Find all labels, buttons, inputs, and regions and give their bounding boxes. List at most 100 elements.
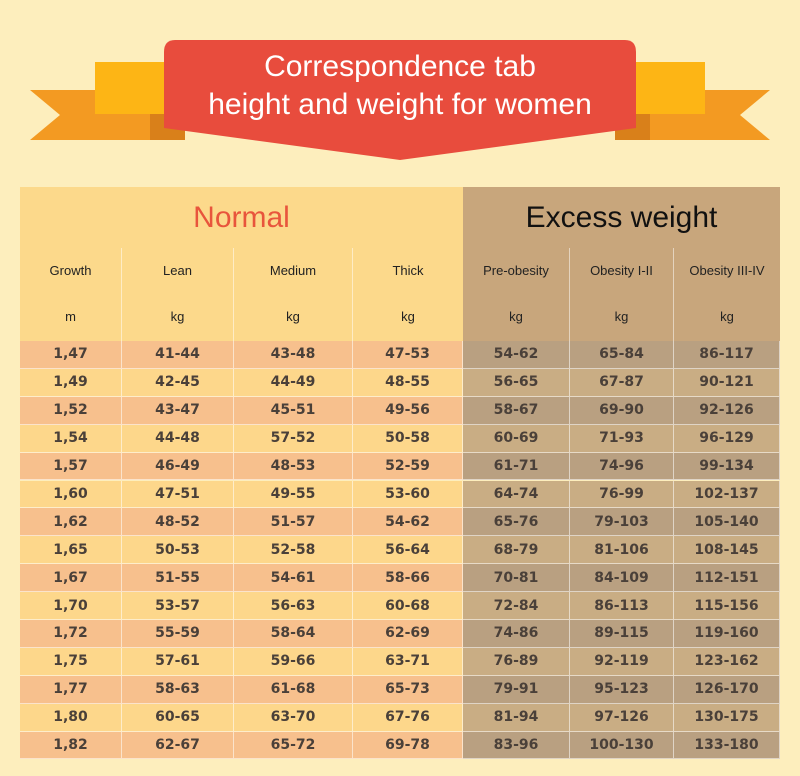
table-cell: 41-44	[122, 341, 234, 369]
table-cell: 1,82	[20, 731, 122, 760]
table-cell: 1,70	[20, 592, 122, 620]
column-unit: kg	[570, 292, 674, 341]
table-cell: 95-123	[570, 675, 674, 704]
table-cell: 58-66	[353, 564, 463, 593]
table-cell: 43-47	[122, 396, 234, 425]
table-cell: 58-63	[122, 675, 234, 704]
column-header: Obesity III-IV	[674, 248, 780, 292]
table-cell: 92-126	[674, 396, 780, 425]
table-cell: 69-90	[570, 396, 674, 425]
table-cell: 92-119	[570, 647, 674, 676]
table-cell: 56-64	[353, 536, 463, 565]
banner-shape	[164, 40, 636, 160]
table-cell: 1,57	[20, 452, 122, 481]
table-cell: 1,54	[20, 424, 122, 453]
table-cell: 44-48	[122, 424, 234, 453]
table-cell: 100-130	[570, 731, 674, 760]
table-cell: 62-69	[353, 620, 463, 648]
table-cell: 1,75	[20, 647, 122, 676]
table-cell: 55-59	[122, 620, 234, 648]
table-cell: 1,62	[20, 508, 122, 537]
title-line: height and weight for women	[208, 88, 592, 121]
table-cell: 133-180	[674, 731, 780, 760]
table-cell: 1,65	[20, 536, 122, 565]
table-cell: 65-73	[353, 675, 463, 704]
table-cell: 65-84	[570, 341, 674, 369]
table-cell: 97-126	[570, 703, 674, 732]
table-cell: 49-56	[353, 396, 463, 425]
table-cell: 119-160	[674, 620, 780, 648]
table-cell: 62-67	[122, 731, 234, 760]
table-cell: 54-62	[463, 341, 570, 369]
table-cell: 42-45	[122, 368, 234, 397]
title-line: Correspondence tab	[264, 50, 536, 83]
table-cell: 58-67	[463, 396, 570, 425]
table-cell: 67-87	[570, 368, 674, 397]
table-cell: 76-99	[570, 480, 674, 509]
table-cell: 74-96	[570, 452, 674, 481]
table-cell: 49-55	[234, 480, 353, 509]
group-header: Normal	[20, 187, 463, 248]
column-unit: kg	[234, 292, 353, 341]
table-cell: 52-58	[234, 536, 353, 565]
table-cell: 1,77	[20, 675, 122, 704]
table-cell: 51-57	[234, 508, 353, 537]
table-cell: 57-52	[234, 424, 353, 453]
table-cell: 115-156	[674, 592, 780, 620]
column-unit: kg	[122, 292, 234, 341]
table-cell: 45-51	[234, 396, 353, 425]
column-header: Pre-obesity	[463, 248, 570, 292]
table-cell: 86-113	[570, 592, 674, 620]
table-cell: 70-81	[463, 564, 570, 593]
table-cell: 67-76	[353, 703, 463, 732]
table-cell: 48-55	[353, 368, 463, 397]
table-cell: 52-59	[353, 452, 463, 481]
table-cell: 108-145	[674, 536, 780, 565]
table-cell: 65-72	[234, 731, 353, 760]
table-cell: 1,60	[20, 480, 122, 509]
table-cell: 96-129	[674, 424, 780, 453]
table-cell: 71-93	[570, 424, 674, 453]
column-header: Medium	[234, 248, 353, 292]
table-cell: 50-53	[122, 536, 234, 565]
table-cell: 61-71	[463, 452, 570, 481]
column-header: Lean	[122, 248, 234, 292]
table-cell: 47-53	[353, 341, 463, 369]
table-cell: 76-89	[463, 647, 570, 676]
table-cell: 83-96	[463, 731, 570, 760]
table-cell: 1,47	[20, 341, 122, 369]
table-cell: 105-140	[674, 508, 780, 537]
table-cell: 43-48	[234, 341, 353, 369]
table-cell: 1,49	[20, 368, 122, 397]
table-cell: 81-94	[463, 703, 570, 732]
banner: Correspondence tab height and weight for…	[30, 40, 770, 160]
table-cell: 69-78	[353, 731, 463, 760]
table-cell: 99-134	[674, 452, 780, 481]
table-cell: 56-63	[234, 592, 353, 620]
table-cell: 89-115	[570, 620, 674, 648]
column-header: Thick	[353, 248, 463, 292]
table-cell: 53-57	[122, 592, 234, 620]
table-cell: 48-52	[122, 508, 234, 537]
table-cell: 57-61	[122, 647, 234, 676]
column-unit: kg	[463, 292, 570, 341]
table-cell: 63-70	[234, 703, 353, 732]
column-unit: kg	[353, 292, 463, 341]
table-cell: 47-51	[122, 480, 234, 509]
table-cell: 72-84	[463, 592, 570, 620]
table-cell: 44-49	[234, 368, 353, 397]
table-cell: 79-103	[570, 508, 674, 537]
table-cell: 90-121	[674, 368, 780, 397]
table-cell: 74-86	[463, 620, 570, 648]
table-cell: 1,67	[20, 564, 122, 593]
table-cell: 65-76	[463, 508, 570, 537]
table-cell: 56-65	[463, 368, 570, 397]
table-cell: 64-74	[463, 480, 570, 509]
column-header: Growth	[20, 248, 122, 292]
table-cell: 60-69	[463, 424, 570, 453]
table-cell: 79-91	[463, 675, 570, 704]
table-cell: 46-49	[122, 452, 234, 481]
table-cell: 112-151	[674, 564, 780, 593]
table-cell: 58-64	[234, 620, 353, 648]
